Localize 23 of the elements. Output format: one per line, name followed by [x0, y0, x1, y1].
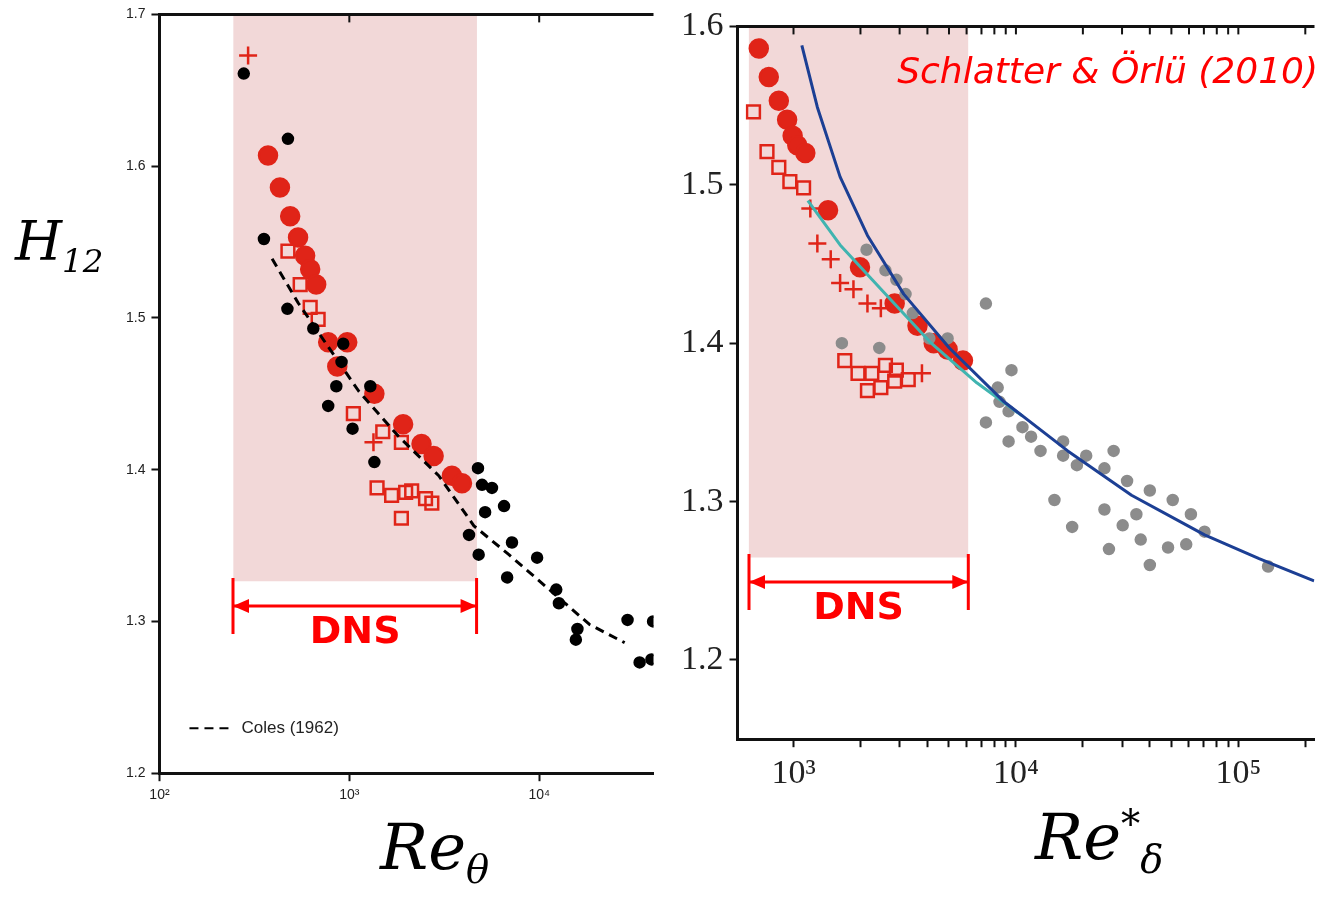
band-label: DNS [309, 608, 401, 653]
y-axis-title: H$_{12}$ [15, 210, 104, 280]
band-label: DNS [813, 584, 904, 629]
y-tick-label: 1.3 [681, 480, 724, 518]
x-tick-label: 10³ [771, 752, 816, 790]
y-tick-label: 1.5 [125, 308, 146, 325]
y-tick-label: 1.3 [125, 612, 146, 629]
y-tick-label: 1.4 [681, 322, 724, 360]
y-tick-label: 1.7 [125, 5, 146, 22]
x-tick-label: 10⁵ [1215, 752, 1262, 790]
y-tick-label: 1.2 [681, 638, 724, 676]
y-tick-label: 1.2 [125, 764, 146, 781]
x-tick-label: 10² [149, 786, 170, 803]
y-tick-label: 1.6 [681, 5, 724, 43]
x-axis-title: Re$_{θ}$ [380, 810, 490, 892]
legend-label: Coles (1962) [241, 717, 339, 737]
y-tick-label: 1.6 [125, 157, 146, 174]
annotation: Schlatter & Örlü (2010) [897, 50, 1318, 91]
x-tick-label: 10³ [339, 786, 360, 803]
y-tick-label: 1.4 [125, 460, 146, 477]
x-tick-label: 10⁴ [528, 786, 550, 803]
y-tick-label: 1.5 [681, 163, 724, 201]
x-tick-label: 10⁴ [992, 752, 1039, 790]
